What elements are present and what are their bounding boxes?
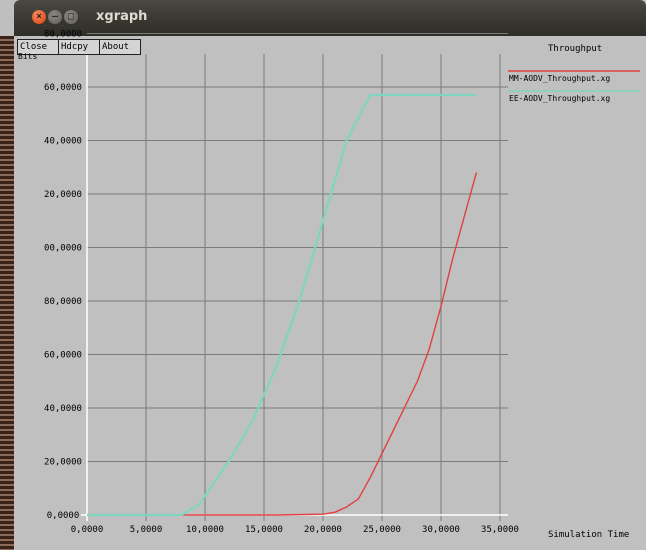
y-axis-unit-label: Bits bbox=[18, 52, 38, 61]
window-maximize-button[interactable]: □ bbox=[64, 10, 78, 24]
x-tick-label: 5,0000 bbox=[130, 525, 163, 535]
window-close-button[interactable]: × bbox=[32, 10, 46, 24]
chart-tick-labels: 0,0000 20,0000 40,0000 60,0000 80,0000 00,000… bbox=[44, 30, 519, 536]
y-tick-label: 80,0000 bbox=[44, 297, 82, 307]
chart-axes bbox=[81, 54, 508, 521]
x-tick-label: 20,0000 bbox=[304, 525, 342, 535]
x-tick-label: 25,0000 bbox=[363, 525, 401, 535]
y-tick-label: 60,0000 bbox=[44, 83, 82, 93]
series-line-1 bbox=[181, 172, 478, 516]
hdcpy-button[interactable]: Hdcpy bbox=[58, 39, 100, 55]
series-line-2 bbox=[87, 93, 477, 517]
chart-series bbox=[87, 93, 478, 517]
chart-title: Throughput bbox=[548, 44, 603, 54]
y-tick-label: 20,0000 bbox=[44, 458, 82, 468]
chart-legend: MM-AODV_Throughput.xg EE-AODV_Throughput.… bbox=[508, 70, 640, 103]
y-tick-label: 00,0000 bbox=[44, 244, 82, 254]
y-tick-label: 60,0000 bbox=[44, 351, 82, 361]
window-titlebar[interactable]: × – □ xgraph bbox=[14, 0, 646, 36]
window-minimize-button[interactable]: – bbox=[48, 10, 62, 24]
x-tick-label: 15,0000 bbox=[245, 525, 283, 535]
y-tick-label: 20,0000 bbox=[44, 190, 82, 200]
window-title: xgraph bbox=[96, 9, 148, 24]
y-tick-label: 0,0000 bbox=[47, 511, 80, 521]
legend-label: MM-AODV_Throughput.xg bbox=[509, 74, 610, 83]
y-tick-label: 40,0000 bbox=[44, 137, 82, 147]
x-tick-label: 35,0000 bbox=[481, 525, 519, 535]
x-tick-label: 30,0000 bbox=[422, 525, 460, 535]
legend-label: EE-AODV_Throughput.xg bbox=[509, 94, 610, 103]
x-axis-unit-label: Simulation Time bbox=[548, 530, 630, 540]
y-tick-label: 40,0000 bbox=[44, 404, 82, 414]
graph-client-area bbox=[14, 36, 646, 550]
x-tick-label: 10,0000 bbox=[186, 525, 224, 535]
y-tick-label: 80,0000 bbox=[44, 30, 82, 40]
x-tick-label: 0,0000 bbox=[71, 525, 104, 535]
background-window-edge bbox=[0, 36, 14, 550]
chart-grid bbox=[86, 33, 508, 521]
about-button[interactable]: About bbox=[99, 39, 141, 55]
